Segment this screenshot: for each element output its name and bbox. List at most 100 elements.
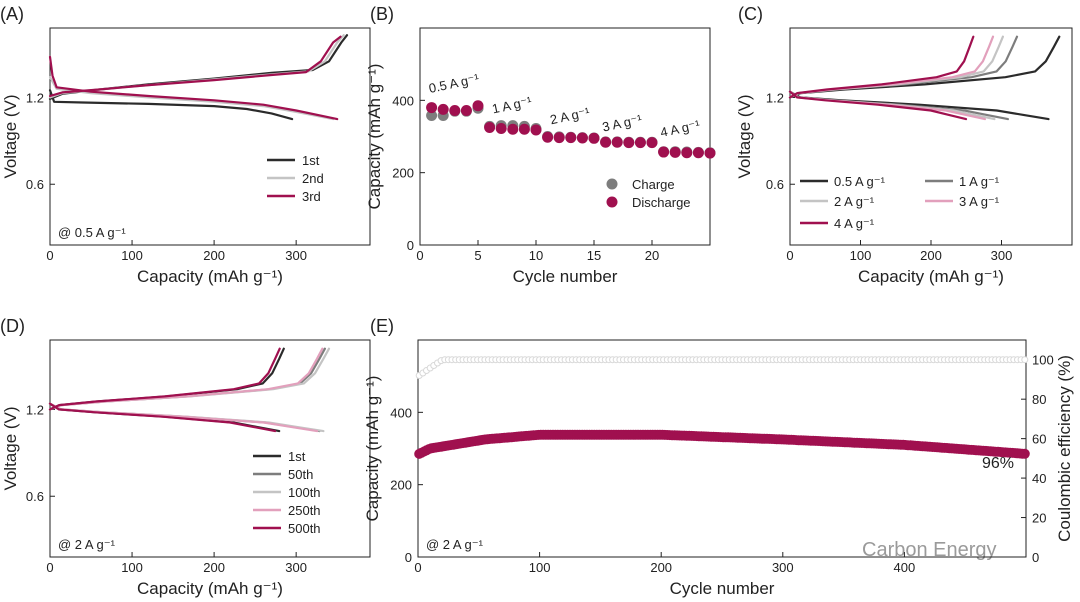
panel-d-legend-label: 100th — [288, 485, 321, 500]
panel-d-legend-label: 1st — [288, 449, 306, 464]
panel-a-note: @ 0.5 A g⁻¹ — [58, 225, 126, 240]
panel-e-ylabel: Capacity (mAh g⁻¹) — [363, 376, 382, 522]
panel-c-ylabel: Voltage (V) — [735, 94, 754, 178]
panel-a-xtick-label: 300 — [285, 248, 307, 263]
panel-e-label: (E) — [370, 316, 394, 336]
panel-b-point-charge — [426, 110, 438, 122]
panel-e-retention-label: 96% — [982, 455, 1014, 472]
panel-e-y2tick-label: 60 — [1032, 432, 1046, 447]
panel-e-ce-point — [1021, 356, 1029, 364]
panel-d-ytick-label: 0.6 — [26, 489, 44, 504]
panel-a-discharge-curve — [48, 55, 339, 121]
panel-a-legend-label: 3rd — [302, 189, 321, 204]
panel-c-legend-label: 0.5 A g⁻¹ — [834, 174, 886, 189]
panel-d-legend-label: 50th — [288, 467, 313, 482]
panel-b-point-discharge — [518, 123, 530, 135]
panel-a-ytick-label: 1.2 — [26, 90, 44, 105]
panel-b-ylabel: Capacity (mAh g⁻¹) — [365, 64, 384, 210]
panel-e-xtick-label: 0 — [414, 560, 421, 575]
panel-c-label: (C) — [738, 4, 763, 24]
panel-b-ytick-label: 400 — [392, 93, 414, 108]
panel-b-legend-marker — [606, 196, 618, 208]
panel-d-ytick-label: 1.2 — [26, 402, 44, 417]
panel-e-ytick-label: 200 — [390, 478, 412, 493]
panel-e-xtick-label: 200 — [650, 560, 672, 575]
panel-e-xtick-label: 300 — [772, 560, 794, 575]
panel-d-xtick-label: 200 — [203, 560, 225, 575]
panel-b-xtick-label: 10 — [529, 248, 543, 263]
panel-b-point-discharge — [611, 136, 623, 148]
panel-c-legend-label: 3 A g⁻¹ — [959, 194, 1000, 209]
panel-a-frame — [49, 27, 371, 246]
panel-b-point-discharge — [426, 102, 438, 114]
panel-e-y2tick-label: 20 — [1032, 511, 1046, 526]
panel-b-point-discharge — [542, 131, 554, 143]
panel-d-xtick-label: 100 — [121, 560, 143, 575]
panel-c-ytick-label: 0.6 — [766, 177, 784, 192]
panel-e-y2tick-label: 40 — [1032, 471, 1046, 486]
panel-b-legend-label: Charge — [632, 177, 675, 192]
panel-a-ytick-label: 0.6 — [26, 177, 44, 192]
panel-b-xtick-label: 15 — [587, 248, 601, 263]
panel-c-charge-curve — [788, 35, 1019, 99]
panel-c-xtick-label: 100 — [850, 248, 872, 263]
panel-d-discharge-curve — [48, 402, 277, 433]
panel-b-rate-label: 1 A g⁻¹ — [491, 93, 534, 116]
panel-d-legend-label: 500th — [288, 521, 321, 536]
panel-b-rate-label: 0.5 A g⁻¹ — [427, 71, 481, 96]
panel-e-ytick-label: 0 — [405, 550, 412, 565]
panel-b-point-discharge — [507, 123, 519, 135]
panel-d-note: @ 2 A g⁻¹ — [58, 537, 116, 552]
panel-b-rate-label: 2 A g⁻¹ — [549, 104, 592, 127]
panel-b-point-discharge — [495, 123, 507, 135]
panel-b-point-discharge — [484, 121, 496, 133]
panel-b-point-discharge — [449, 104, 461, 116]
panel-b-point-discharge — [646, 137, 658, 149]
panel-c-xtick-label: 0 — [786, 248, 793, 263]
panel-b-point-discharge — [681, 147, 693, 159]
panel-e-note: @ 2 A g⁻¹ — [426, 537, 484, 552]
panel-c-xtick-label: 200 — [920, 248, 942, 263]
panel-b-rate-label: 3 A g⁻¹ — [601, 111, 644, 134]
panel-b-point-discharge — [472, 100, 484, 112]
panel-b-point-discharge — [658, 146, 670, 158]
panel-b-point-discharge — [565, 132, 577, 144]
panel-e-y2tick-label: 0 — [1032, 550, 1039, 565]
panel-d-xtick-label: 0 — [46, 560, 53, 575]
panel-b-xlabel: Cycle number — [513, 267, 618, 286]
panel-d-label: (D) — [0, 316, 25, 336]
panel-e-frame — [417, 339, 1027, 558]
panel-d-charge-curve — [48, 347, 331, 411]
panel-a-legend-label: 1st — [302, 153, 320, 168]
panel-b-point-discharge — [600, 136, 612, 148]
panel-d-charge-curve — [48, 347, 326, 411]
panel-a-legend-label: 2nd — [302, 171, 324, 186]
panel-e-y2tick-label: 80 — [1032, 392, 1046, 407]
panel-e-xtick-label: 100 — [529, 560, 551, 575]
panel-e-xtick-label: 400 — [894, 560, 916, 575]
panel-a-charge-curve — [48, 35, 342, 98]
panel-a-ylabel: Voltage (V) — [1, 94, 20, 178]
panel-a-label: (A) — [0, 4, 24, 24]
panel-a-xtick-label: 200 — [203, 248, 225, 263]
panel-b-xtick-label: 5 — [474, 248, 481, 263]
panel-c-discharge-curve — [788, 90, 968, 121]
panel-e-capacity-point — [1019, 448, 1030, 459]
panel-c-legend-label: 1 A g⁻¹ — [959, 174, 1000, 189]
panel-b-legend-label: Discharge — [632, 195, 691, 210]
panel-c-frame — [789, 27, 1073, 246]
panel-b-xtick-label: 0 — [416, 248, 423, 263]
panel-b-point-discharge — [669, 146, 681, 158]
panel-b-point-discharge — [704, 147, 716, 159]
panel-b-label: (B) — [370, 4, 394, 24]
panel-a-xtick-label: 100 — [121, 248, 143, 263]
panel-d-frame — [49, 339, 371, 558]
panel-b-point-discharge — [437, 103, 449, 115]
panel-b-point-discharge — [634, 137, 646, 149]
panel-d-xlabel: Capacity (mAh g⁻¹) — [137, 579, 283, 598]
panel-c-charge-curve — [788, 35, 995, 99]
panel-b-point-discharge — [588, 132, 600, 144]
panel-c-charge-curve — [788, 35, 975, 99]
panel-c-ytick-label: 1.2 — [766, 90, 784, 105]
panel-b-ytick-label: 200 — [392, 166, 414, 181]
